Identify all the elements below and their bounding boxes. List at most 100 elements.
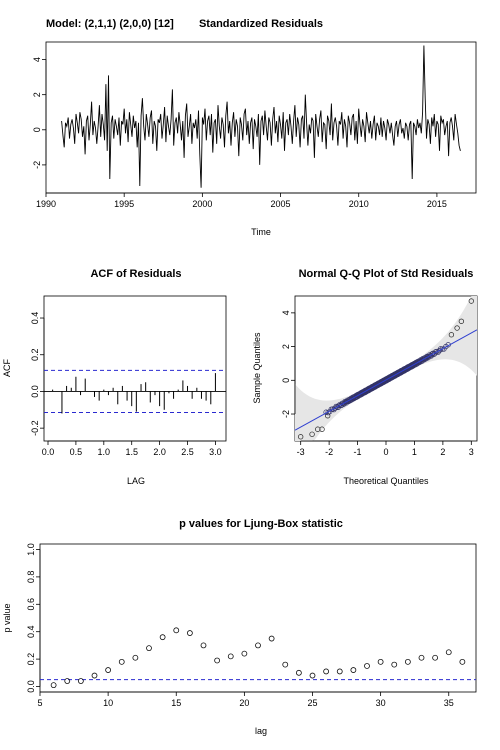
qq-x-label: Theoretical Quantiles <box>343 476 429 486</box>
residuals-x-label: Time <box>251 227 271 237</box>
acf-marks <box>44 369 226 414</box>
acf-plot-box <box>43 295 227 442</box>
qq-point <box>309 431 315 437</box>
model-label: Model: (2,1,1) (2,0,0) [12] <box>46 18 174 30</box>
qq-x-axis: -3 -2 -1 0 1 2 3 <box>297 440 474 457</box>
qq-x-tick-label: -1 <box>354 447 362 457</box>
residuals-x-tick-label: 1990 <box>36 199 56 209</box>
acf-x-tick-label: 0.5 <box>70 447 83 457</box>
acf-x-tick-label: 1.0 <box>98 447 111 457</box>
residuals-x-tick-label: 1995 <box>114 199 134 209</box>
acf-x-tick-label: 1.5 <box>125 447 138 457</box>
residuals-x-tick-label: 2015 <box>427 199 447 209</box>
ljung-box-point <box>77 678 84 684</box>
qq-panel: Normal Q-Q Plot of Std Residuals -3 -2 -1 0… <box>252 268 478 486</box>
ljung-box-point <box>350 667 357 673</box>
qq-x-tick-label: 3 <box>469 447 474 457</box>
qq-y-tick-label: 2 <box>281 344 291 349</box>
ljung-box-y-tick-label: 0.4 <box>26 625 36 638</box>
qq-y-tick-label: -2 <box>281 410 291 418</box>
acf-y-tick-label: 0.4 <box>30 312 40 325</box>
ljung-box-point <box>364 663 370 669</box>
residuals-y-axis: -2 0 2 4 <box>32 57 47 169</box>
ljung-box-y-label: p value <box>2 603 12 632</box>
qq-point <box>319 426 325 432</box>
ljung-box-x-tick-label: 15 <box>171 698 181 708</box>
ljung-box-x-tick-label: 10 <box>103 698 113 708</box>
ljung-box-point <box>91 672 98 679</box>
ljung-box-point <box>200 642 207 649</box>
residuals-x-axis: 1990 1995 2000 2005 2010 2015 <box>36 192 447 209</box>
ljung-box-point <box>241 650 248 657</box>
ljung-box-point <box>173 627 180 634</box>
qq-x-tick-label: 2 <box>440 447 445 457</box>
ljung-box-point <box>146 645 152 652</box>
qq-point <box>343 399 349 405</box>
ljung-box-y-axis: 0.0 0.2 0.4 0.6 0.8 1.0 <box>26 543 41 693</box>
ljung-box-panel: p values for Ljung-Box statistic 5 10 15 20… <box>2 518 477 736</box>
acf-panel: ACF of Residuals 0.0 0.5 1.0 1.5 2.0 2.5 3.0 -… <box>2 268 227 486</box>
ljung-box-point <box>118 658 125 665</box>
ljung-box-y-tick-label: 0.2 <box>26 653 36 666</box>
ljung-box-point <box>268 635 275 642</box>
ljung-box-point <box>445 649 452 656</box>
qq-confidence-band <box>295 296 477 441</box>
qq-marks <box>294 296 478 441</box>
acf-x-axis: 0.0 0.5 1.0 1.5 2.0 2.5 3.0 <box>42 440 222 457</box>
qq-point <box>439 346 445 352</box>
acf-x-tick-label: 2.0 <box>153 447 166 457</box>
residuals-x-tick-label: 2010 <box>349 199 369 209</box>
residuals-y-tick-label: -2 <box>32 161 42 169</box>
residuals-y-tick-label: 0 <box>32 127 42 132</box>
ljung-box-point <box>309 672 316 679</box>
residuals-y-tick-label: 4 <box>32 57 42 62</box>
ljung-box-point <box>404 658 411 665</box>
acf-y-tick-label: 0.0 <box>30 385 40 398</box>
qq-y-axis: -2 0 2 4 <box>281 310 296 418</box>
qq-x-tick-label: -3 <box>297 447 305 457</box>
qq-reference-line <box>294 329 478 431</box>
ljung-box-title: p values for Ljung-Box statistic <box>179 518 343 530</box>
ljung-box-point <box>432 654 439 661</box>
ljung-box-point <box>377 658 384 665</box>
residuals-x-tick-label: 2005 <box>271 199 291 209</box>
ljung-box-x-tick-label: 20 <box>239 698 249 708</box>
ljung-box-point <box>64 678 71 684</box>
qq-x-tick-label: 1 <box>412 447 417 457</box>
ljung-box-point <box>105 667 112 673</box>
ljung-box-point <box>282 661 289 668</box>
qq-point <box>325 413 331 419</box>
ljung-box-y-tick-label: 0.0 <box>26 680 36 693</box>
ljung-box-point <box>391 661 398 668</box>
acf-y-tick-label: -0.2 <box>30 420 40 436</box>
acf-x-tick-label: 3.0 <box>209 447 222 457</box>
qq-point <box>298 434 304 440</box>
ljung-box-point <box>255 642 261 649</box>
qq-point <box>468 298 474 304</box>
qq-x-tick-label: 0 <box>383 447 388 457</box>
ljung-box-y-tick-label: 0.6 <box>26 598 36 611</box>
residuals-title: Standardized Residuals <box>199 18 323 30</box>
ljung-box-point <box>459 658 466 665</box>
ljung-box-point <box>132 654 139 661</box>
ljung-box-point <box>336 668 343 675</box>
acf-x-label: LAG <box>127 476 145 486</box>
acf-x-tick-label: 0.0 <box>42 447 55 457</box>
ljung-box-x-axis: 5 10 15 20 25 30 35 <box>37 691 454 708</box>
ljung-box-point <box>186 630 193 636</box>
residuals-line <box>61 45 461 188</box>
residuals-panel: Model: (2,1,1) (2,0,0) [12] Standardized… <box>32 18 477 237</box>
ljung-box-point <box>295 669 302 676</box>
qq-point <box>434 348 440 355</box>
ljung-box-y-tick-label: 0.8 <box>26 571 36 584</box>
ljung-box-x-tick-label: 5 <box>37 698 42 708</box>
ljung-box-point <box>227 653 234 660</box>
qq-y-tick-label: 4 <box>281 310 291 315</box>
ljung-box-x-tick-label: 25 <box>307 698 317 708</box>
acf-title: ACF of Residuals <box>90 268 181 280</box>
qq-x-tick-label: -2 <box>325 447 333 457</box>
qq-y-tick-label: 0 <box>281 378 291 383</box>
qq-point <box>448 332 455 338</box>
ljung-box-marks <box>40 627 476 689</box>
